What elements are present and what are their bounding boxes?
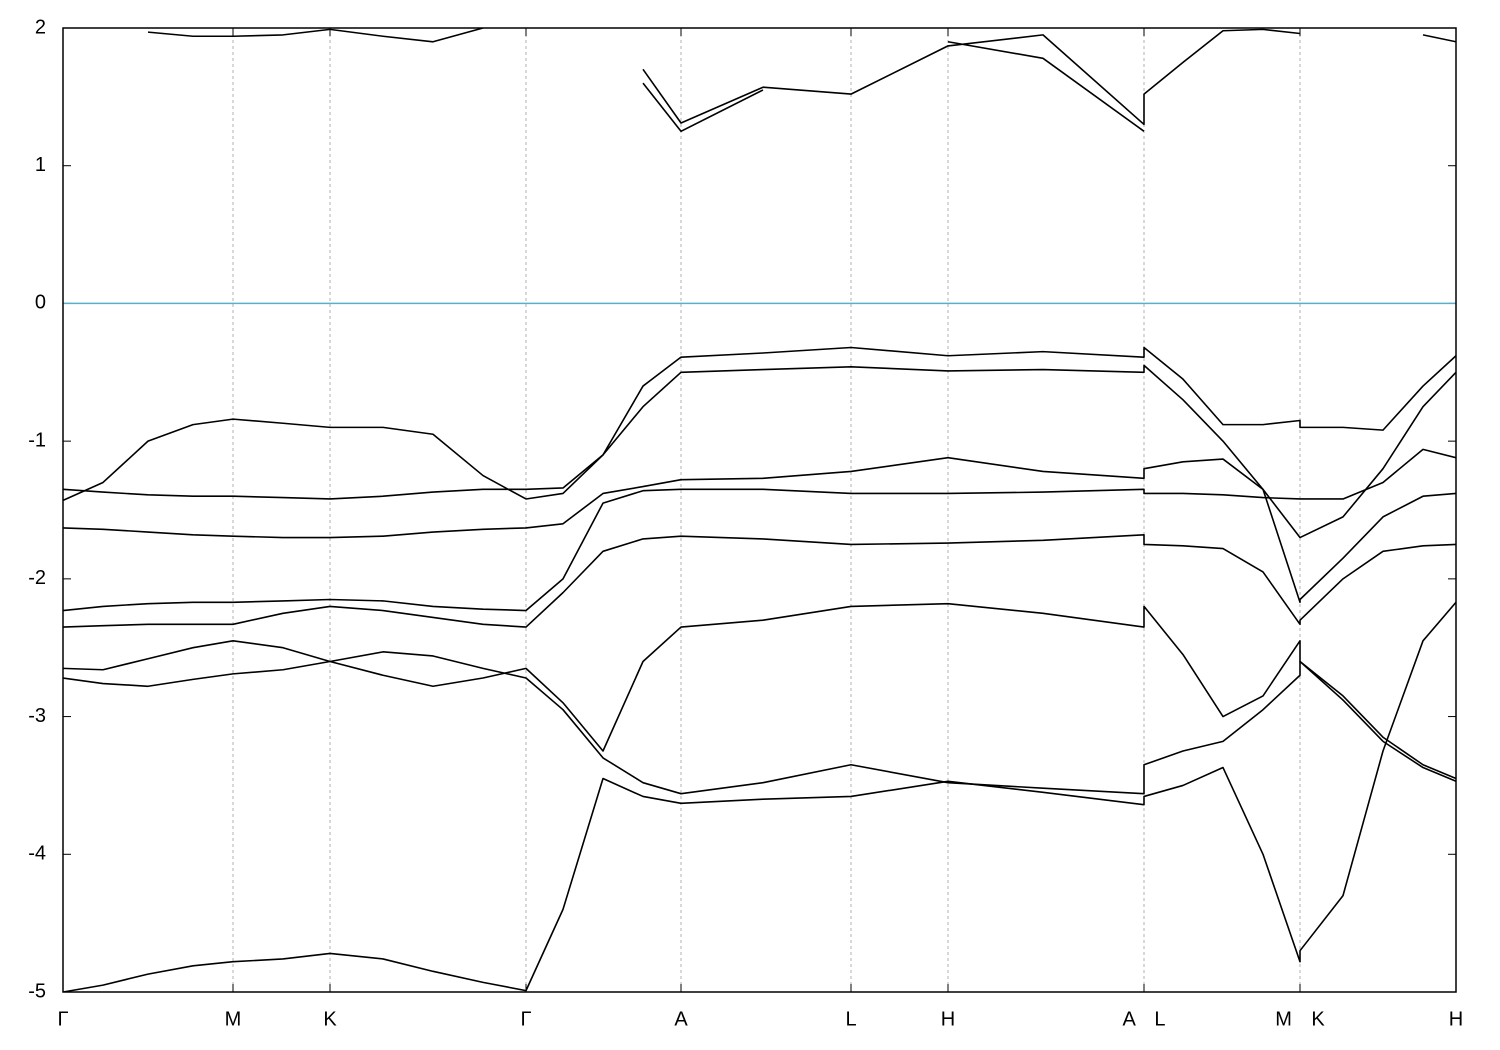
y-tick-label: -4 (28, 843, 46, 865)
x-tick-label: M K (1275, 1008, 1325, 1030)
x-tick-label: H (1449, 1008, 1463, 1030)
band-line (147, 28, 1301, 126)
y-tick-label: -3 (28, 705, 46, 727)
y-tick-label: -5 (28, 980, 46, 1002)
band-line (642, 34, 1456, 133)
plot-frame (62, 27, 1457, 993)
band-line (63, 456, 1456, 604)
y-tick-label: 1 (35, 154, 46, 176)
y-tick-label: 0 (35, 292, 46, 314)
y-tick-label: -2 (28, 567, 46, 589)
x-tick-label: L (845, 1008, 856, 1030)
band-line (63, 602, 1456, 783)
y-tick-label: -1 (28, 429, 46, 451)
band-line (63, 533, 1456, 628)
x-tick-label: A L (1123, 1008, 1166, 1030)
band-line (63, 651, 1456, 795)
y-tick-label: 2 (35, 16, 46, 38)
x-tick-label: H (941, 1008, 955, 1030)
x-tick-label: A (674, 1008, 688, 1030)
x-tick-label: M (225, 1008, 242, 1030)
x-tick-label: Γ (57, 1008, 68, 1030)
bands (63, 28, 1456, 992)
x-tick-label: K (323, 1008, 337, 1030)
band-line (63, 346, 1456, 502)
x-tick-label: Γ (520, 1008, 531, 1030)
band-line (63, 364, 1456, 539)
band-line (63, 448, 1456, 612)
band-line (63, 601, 1456, 992)
